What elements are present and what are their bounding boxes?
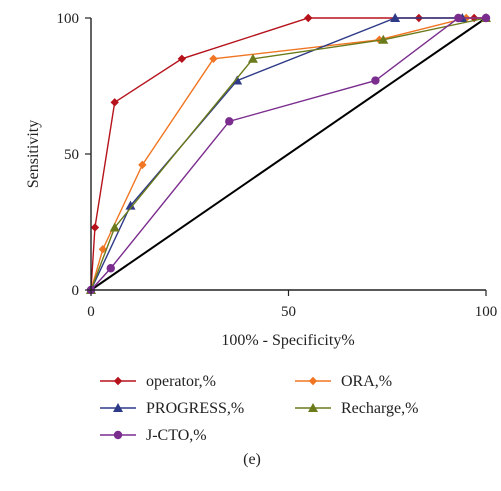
legend-label: Recharge,% bbox=[341, 400, 418, 417]
ticks: 0 50 100 0 50 100 bbox=[57, 11, 498, 320]
data-point bbox=[90, 223, 100, 232]
y-tick-label: 0 bbox=[72, 283, 80, 299]
legend-marker bbox=[113, 403, 123, 412]
legend-marker bbox=[113, 430, 123, 440]
data-point bbox=[454, 13, 463, 23]
x-tick-label: 0 bbox=[87, 304, 95, 320]
y-tick-label: 100 bbox=[57, 11, 80, 27]
series-4 bbox=[86, 13, 491, 295]
legend-item: operator,% bbox=[100, 373, 216, 390]
data-point bbox=[109, 222, 120, 232]
y-axis-label: Sensitivity bbox=[25, 120, 42, 188]
data-point bbox=[110, 98, 119, 107]
data-point bbox=[177, 54, 187, 63]
x-axis-label: 100% - Specificity% bbox=[221, 332, 354, 349]
legend-label: J-CTO,% bbox=[146, 427, 207, 444]
legend-label: PROGRESS,% bbox=[146, 400, 244, 417]
data-point bbox=[390, 13, 401, 22]
data-point bbox=[125, 200, 136, 210]
legend-item: PROGRESS,% bbox=[100, 400, 244, 417]
data-point bbox=[247, 53, 258, 63]
data-point bbox=[304, 13, 313, 23]
figure-caption: (e) bbox=[243, 451, 261, 468]
x-tick-label: 50 bbox=[281, 304, 296, 320]
data-point bbox=[106, 264, 115, 273]
data-point bbox=[378, 34, 389, 44]
data-point bbox=[138, 160, 147, 170]
data-point bbox=[232, 75, 243, 85]
legend-item: ORA,% bbox=[295, 373, 392, 390]
legend-marker bbox=[308, 376, 318, 386]
legend-item: Recharge,% bbox=[295, 400, 418, 417]
reference-line bbox=[90, 17, 487, 291]
data-point bbox=[225, 117, 234, 126]
legend-label: operator,% bbox=[146, 373, 216, 390]
series-line bbox=[90, 17, 463, 291]
legend-item: J-CTO,% bbox=[100, 427, 207, 444]
x-tick-label: 100 bbox=[475, 304, 498, 320]
y-tick-label: 50 bbox=[64, 147, 79, 163]
data-point bbox=[371, 76, 380, 85]
legend-marker bbox=[308, 403, 318, 412]
data-point bbox=[481, 13, 491, 23]
legend: operator,% ORA,% PROGRESS,% Recharge,% J-CTO… bbox=[100, 373, 418, 444]
series-line bbox=[90, 17, 486, 291]
data-point bbox=[209, 54, 218, 63]
legend-label: ORA,% bbox=[341, 373, 392, 390]
legend-marker bbox=[113, 376, 123, 386]
plot-area bbox=[86, 13, 491, 295]
